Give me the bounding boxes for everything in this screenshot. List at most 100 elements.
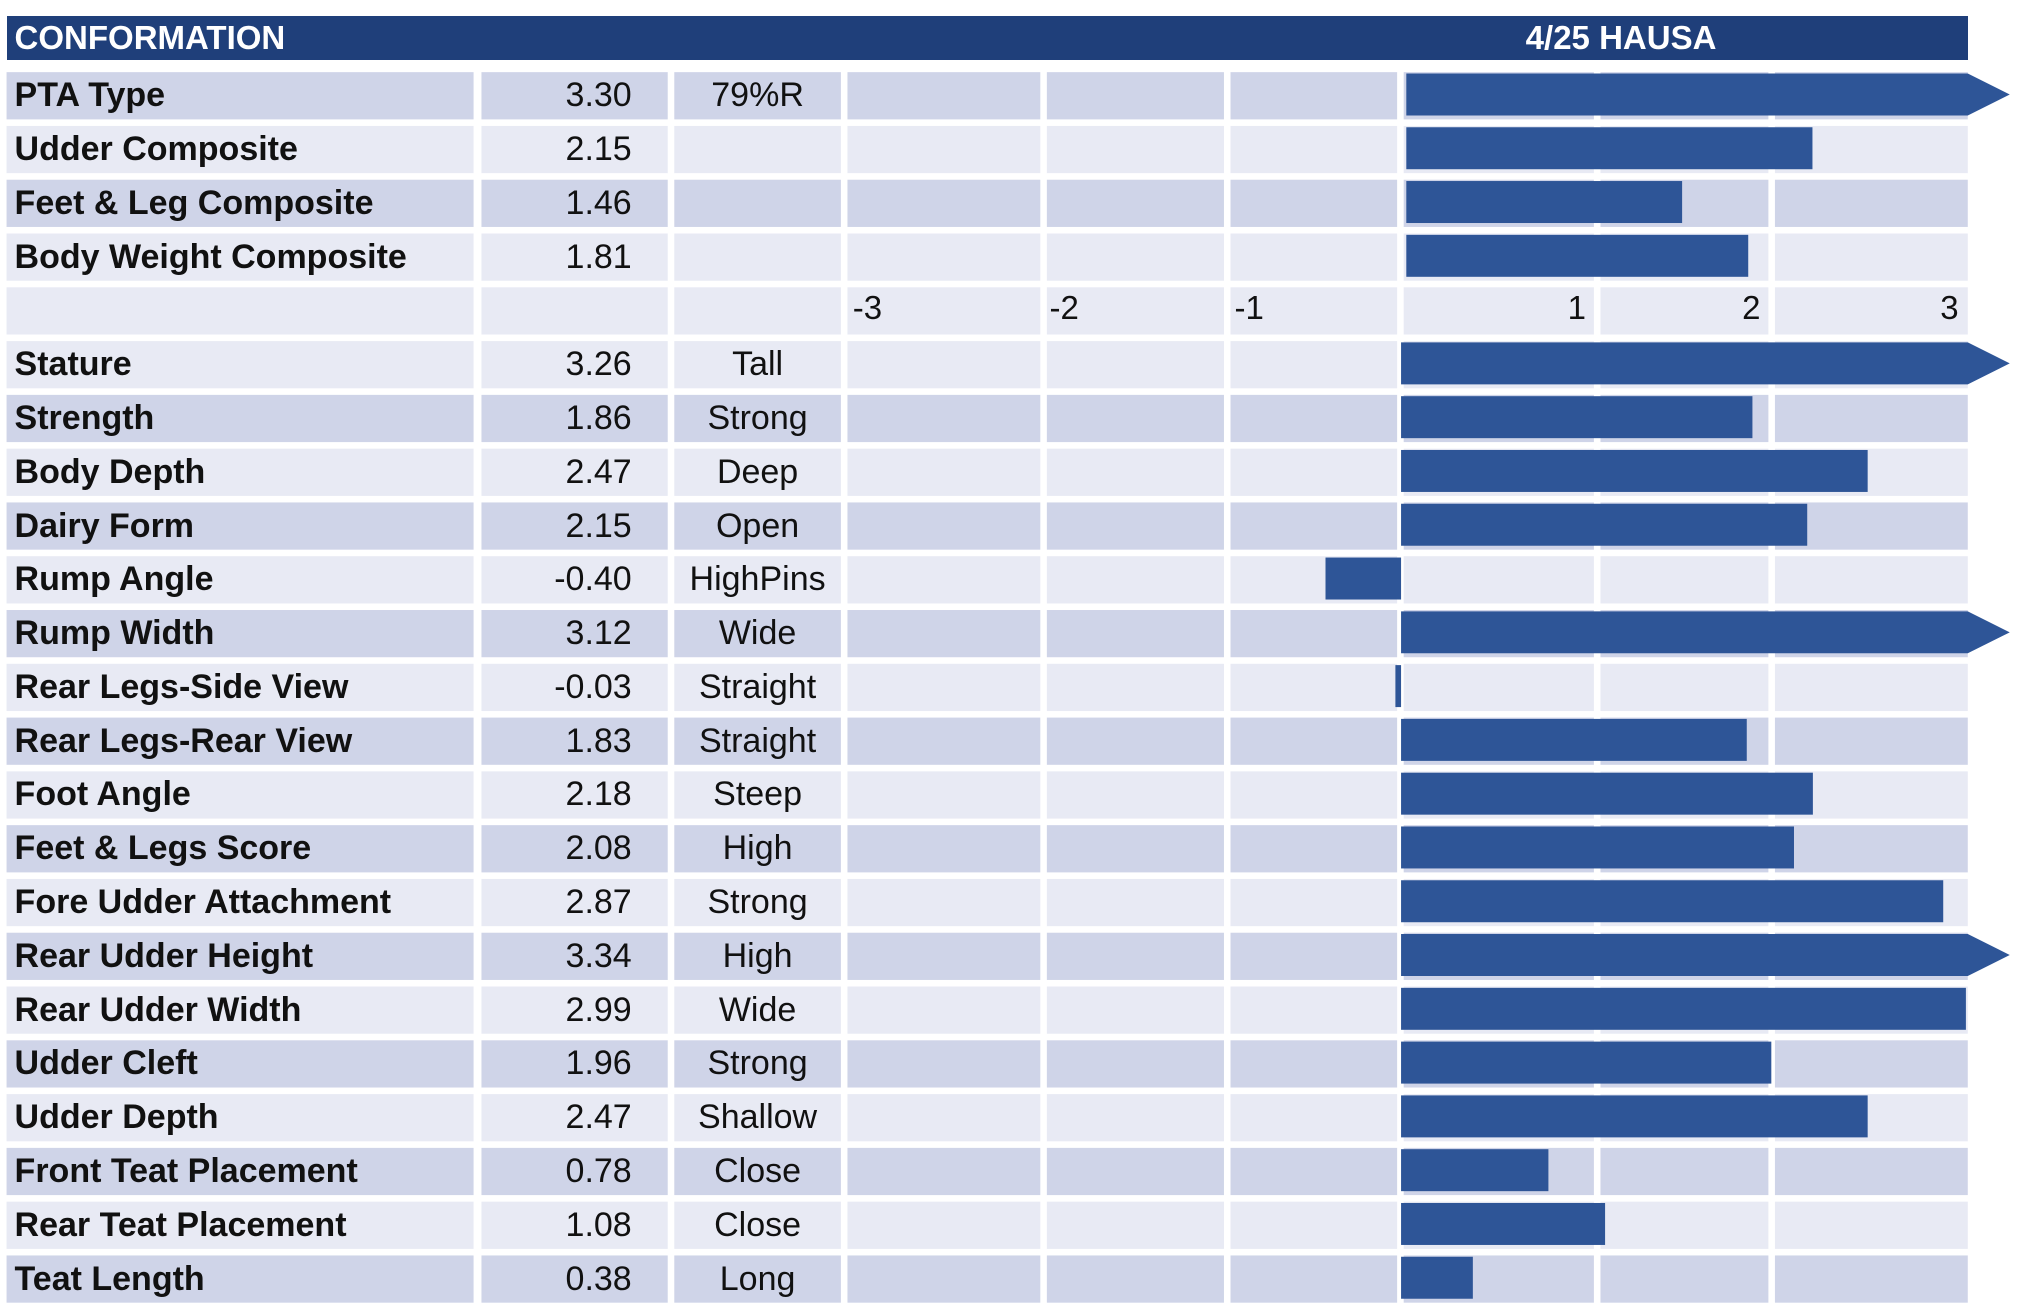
- trait-name: Rear Udder Width: [14, 990, 302, 1029]
- trait-label: Wide: [718, 614, 797, 653]
- cell-bg: [6, 1040, 474, 1088]
- cell-bg: [1046, 878, 1224, 927]
- cell-bg: [481, 556, 668, 604]
- trait-name: Front Teat Placement: [14, 1151, 358, 1190]
- cell-bg: [1774, 179, 1968, 227]
- trait-label: Shallow: [698, 1098, 818, 1137]
- cell-bg: [1600, 1147, 1769, 1196]
- cell-bg: [1600, 1201, 1769, 1249]
- cell-bg: [674, 825, 841, 873]
- header-bar: CONFORMATION 4/25 HAUSA: [6, 15, 1968, 61]
- bar: [1401, 826, 1794, 869]
- cell-bg: [674, 341, 841, 389]
- cell-bg: [674, 1147, 841, 1196]
- bar: [1395, 665, 1402, 708]
- trait-name: Rump Width: [14, 614, 215, 653]
- bar-overflow: [1406, 73, 2010, 116]
- bar: [1401, 1095, 1868, 1138]
- cell-bg: [481, 394, 668, 443]
- cell-bg: [1230, 717, 1398, 765]
- cell-bg: [6, 663, 474, 712]
- trait-name: Rear Udder Height: [14, 936, 314, 975]
- cell-bg: [481, 610, 668, 658]
- bar: [1406, 234, 1749, 277]
- trait-value: 1.81: [565, 237, 632, 276]
- trait-value: 2.18: [565, 775, 632, 814]
- cell-bg: [847, 986, 1041, 1034]
- trait-label: [674, 180, 841, 227]
- cell-bg: [847, 878, 1041, 927]
- header-title: CONFORMATION: [14, 19, 286, 57]
- trait-name: Dairy Form: [14, 506, 195, 545]
- cell-bg: [1046, 1094, 1224, 1142]
- cell-bg: [674, 1094, 841, 1142]
- trait-label: [674, 234, 841, 281]
- trait-name: Rear Legs-Rear View: [14, 721, 353, 760]
- cell-bg: [847, 663, 1041, 712]
- bar-overflow: [1401, 611, 2010, 654]
- cell-bg: [1230, 1094, 1398, 1142]
- cell-bg: [1046, 394, 1224, 443]
- trait-label: High: [722, 936, 793, 975]
- cell-bg: [674, 394, 841, 443]
- trait-label: High: [722, 829, 793, 868]
- trait-value: 2.87: [565, 883, 632, 922]
- trait-name: Rear Teat Placement: [14, 1205, 347, 1244]
- trait-value: 1.96: [565, 1044, 632, 1083]
- cell-bg: [6, 556, 474, 604]
- cell-bg: [1230, 233, 1398, 281]
- cell-bg: [1046, 502, 1224, 550]
- cell-bg: [674, 556, 841, 604]
- cell-bg: [6, 125, 474, 174]
- cell-bg: [1230, 878, 1398, 927]
- trait-value: 3.30: [565, 76, 632, 115]
- trait-value: 3.12: [565, 614, 632, 653]
- cell-bg: [674, 179, 841, 227]
- trait-value: 2.47: [565, 452, 632, 491]
- trait-name: PTA Type: [14, 76, 166, 115]
- cell-bg: [481, 1094, 668, 1142]
- cell-bg: [847, 72, 1041, 120]
- cell-bg: [847, 179, 1041, 227]
- cell-bg: [6, 1201, 474, 1249]
- cell-bg: [6, 72, 474, 120]
- trait-name: Udder Depth: [14, 1098, 219, 1137]
- cell-bg: [1230, 287, 1398, 335]
- trait-label: Open: [715, 506, 800, 545]
- cell-bg: [1600, 287, 1769, 335]
- trait-value: 2.08: [565, 829, 632, 868]
- cell-bg: [1230, 502, 1398, 550]
- cell-bg: [6, 502, 474, 550]
- trait-name: Body Weight Composite: [14, 237, 407, 276]
- cell-bg: [1600, 1255, 1769, 1303]
- cell-bg: [674, 610, 841, 658]
- bar: [1401, 1149, 1549, 1192]
- trait-label: Deep: [716, 452, 799, 491]
- cell-bg: [1230, 341, 1398, 389]
- cell-bg: [6, 878, 474, 927]
- cell-bg: [481, 233, 668, 281]
- cell-bg: [1046, 1147, 1224, 1196]
- cell-bg: [674, 233, 841, 281]
- cell-bg: [1046, 1040, 1224, 1088]
- cell-bg: [6, 1094, 474, 1142]
- cell-bg: [674, 932, 841, 980]
- cell-bg: [847, 448, 1041, 496]
- axis-tick-label: -2: [1049, 288, 1079, 326]
- cell-bg: [1774, 1040, 1968, 1088]
- trait-name: Teat Length: [14, 1259, 205, 1298]
- cell-bg: [1774, 1147, 1968, 1196]
- cell-bg: [481, 125, 668, 174]
- cell-bg: [1600, 556, 1769, 604]
- cell-bg: [1600, 663, 1769, 712]
- trait-label: Straight: [698, 667, 817, 706]
- cell-bg: [674, 125, 841, 174]
- cell-bg: [1046, 125, 1224, 174]
- cell-bg: [1046, 932, 1224, 980]
- cell-bg: [847, 1040, 1041, 1088]
- cell-bg: [6, 233, 474, 281]
- cell-bg: [1046, 986, 1224, 1034]
- axis-tick-label: 2: [1742, 288, 1761, 326]
- cell-bg: [1774, 287, 1968, 335]
- trait-name: Foot Angle: [14, 775, 191, 814]
